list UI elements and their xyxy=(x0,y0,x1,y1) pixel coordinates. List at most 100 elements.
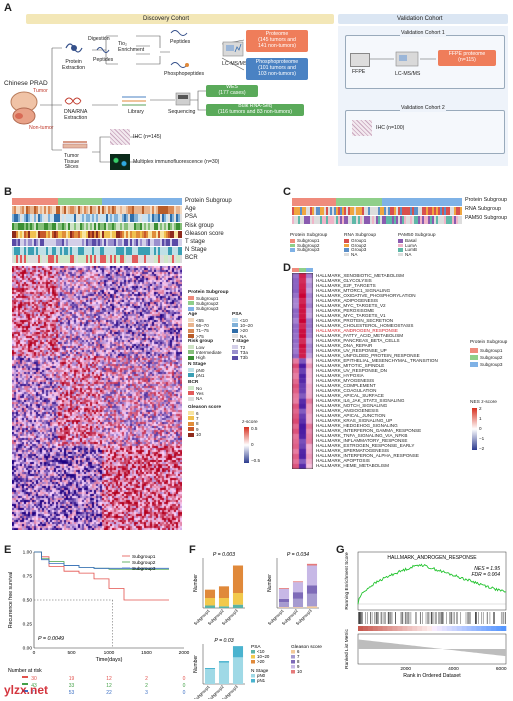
legend-label: pN1 xyxy=(257,678,266,683)
nes-tick: 0 xyxy=(479,426,482,431)
legend-label: 71–75 xyxy=(196,328,209,334)
legend-label: <65 xyxy=(196,317,204,323)
legend-title: Risk group xyxy=(188,339,214,344)
panel-g-gsea-plot: HALLMARK_ANDROGEN_RESPONSE NES = 1.95FDR … xyxy=(344,551,507,679)
lcms-label-2: LC-MS/MS xyxy=(395,71,421,77)
validation-arrows xyxy=(370,58,436,60)
risk-cell: 43 xyxy=(31,683,37,689)
pathway-label: HALLMARK_FATTY_ACID_METABOLISM xyxy=(316,332,404,338)
bar-segment xyxy=(204,605,216,608)
y-axis-label: Recurrence free survival xyxy=(8,572,14,628)
panel-b-letter: B xyxy=(4,186,12,198)
legend-swatch xyxy=(344,243,349,248)
legend-label: 6 xyxy=(196,410,199,416)
legend-label: Subgroup1 xyxy=(480,348,503,353)
bar-segment xyxy=(218,586,230,598)
rank-color-cell xyxy=(427,626,433,631)
rank-color-cell xyxy=(481,626,487,631)
legend-label: High xyxy=(196,355,206,361)
rank-color-cell xyxy=(417,626,423,631)
legend-label: NA xyxy=(240,333,247,339)
legend-label: 6 xyxy=(297,649,300,654)
legend-swatch xyxy=(290,248,295,252)
bar-segment xyxy=(278,607,290,608)
legend-title: PSA xyxy=(251,644,261,650)
zscore-tick: 0.5 xyxy=(251,426,258,431)
legend-swatch xyxy=(188,416,194,421)
legend-label: 10–20 xyxy=(240,322,253,328)
tumor-label: Tumor xyxy=(33,88,48,94)
subgroup-cell xyxy=(306,268,313,272)
pathway-label: HALLMARK_EPITHELIAL_MESENCHYMAL_TRANSITI… xyxy=(316,357,438,363)
legend-swatch xyxy=(188,296,194,300)
bar-segment xyxy=(292,592,304,599)
cohort-name: Chinese PRAD xyxy=(4,80,48,87)
p-value: P = 0.003 xyxy=(213,552,235,558)
legend-label: pN0 xyxy=(257,673,266,678)
pathway-label: HALLMARK_MITOTIC_SPINDLE xyxy=(316,362,385,368)
pathway-label: HALLMARK_KRAS_SIGNALING_UP xyxy=(316,418,393,424)
legend-swatch xyxy=(291,660,295,664)
legend-swatch xyxy=(290,243,295,248)
legend-swatch xyxy=(188,386,194,390)
legend-swatch xyxy=(291,665,295,669)
bar-segment xyxy=(292,598,304,608)
legend-label: Subgroup1 xyxy=(297,238,320,244)
legend-swatch xyxy=(398,248,403,252)
y-axis-label: Number xyxy=(193,574,199,592)
rank-color-cell xyxy=(377,626,383,631)
zscore-title: z-score xyxy=(242,420,258,425)
rank-color-cell xyxy=(501,626,507,631)
zscore-tick: 0 xyxy=(251,442,254,447)
ihc-label: IHC (n=145) xyxy=(133,134,162,140)
legend-swatch xyxy=(188,345,194,349)
legend-swatch xyxy=(291,650,295,654)
risk-cell: 33 xyxy=(69,683,75,689)
annotation-track xyxy=(12,222,182,230)
risk-cell: 71 xyxy=(31,690,37,696)
legend-label: Group2 xyxy=(351,242,367,248)
pathway-label: HALLMARK_ESTROGEN_RESPONSE_EARLY xyxy=(316,443,415,449)
x-tick-label: 2000 xyxy=(400,666,411,672)
ranked-metric-area xyxy=(358,639,506,657)
x-axis-label: Rank in Ordered Dataset xyxy=(403,673,461,679)
bar-segment xyxy=(232,604,244,608)
legend-title: BCR xyxy=(188,380,199,385)
pathway-label: HALLMARK_INTERFERON_ALPHA_RESPONSE xyxy=(316,453,419,459)
panel-a-connectors xyxy=(40,35,245,163)
es-plot-frame xyxy=(357,551,507,611)
legend-label: <10 xyxy=(257,649,265,654)
legend-label: Subgroup3 xyxy=(480,362,503,367)
risk-cell: 12 xyxy=(106,683,112,689)
fdr-value: FDR = 0.004 xyxy=(472,572,501,578)
phosphoproteome-box: Phosphoproteome (101 tumors and 103 non-… xyxy=(246,58,308,80)
legend-swatch xyxy=(232,350,238,355)
lcms-label: LC-MS/MS xyxy=(222,61,248,67)
legend-label: T3a xyxy=(240,349,248,355)
panel-d-heatmap xyxy=(292,273,313,469)
legend-label: Group1 xyxy=(351,238,367,244)
bar-segment xyxy=(306,565,318,586)
legend-label: 66–70 xyxy=(196,322,209,328)
legend-swatch xyxy=(232,334,238,339)
pathway-label: HALLMARK_UV_RESPONSE_UP xyxy=(316,347,387,353)
rank-color-cell xyxy=(491,626,497,631)
legend-label: 9 xyxy=(196,426,199,432)
legend-label: NA xyxy=(196,396,203,402)
bar-segment xyxy=(218,606,230,608)
bar-segment xyxy=(204,668,216,670)
rank-color-cell xyxy=(392,626,398,631)
pathway-label: HALLMARK_UV_RESPONSE_DN xyxy=(316,367,387,373)
km-curve xyxy=(34,551,169,601)
annotation-track xyxy=(12,214,182,222)
legend-title: RNA Subgroup xyxy=(344,233,376,238)
risk-cell: 2 xyxy=(145,676,148,682)
y-tick-label: 0.25 xyxy=(23,622,33,628)
y-tick-label: 0.00 xyxy=(23,646,33,652)
row-label: Protein Subgroup xyxy=(465,197,507,203)
risk-cell: 53 xyxy=(69,690,75,696)
nes-tick: 1 xyxy=(479,416,482,421)
rank-color-cell xyxy=(471,626,477,631)
legend-swatch xyxy=(188,301,194,306)
pathway-label: HALLMARK_INTERFERON_GAMMA_RESPONSE xyxy=(316,428,422,434)
